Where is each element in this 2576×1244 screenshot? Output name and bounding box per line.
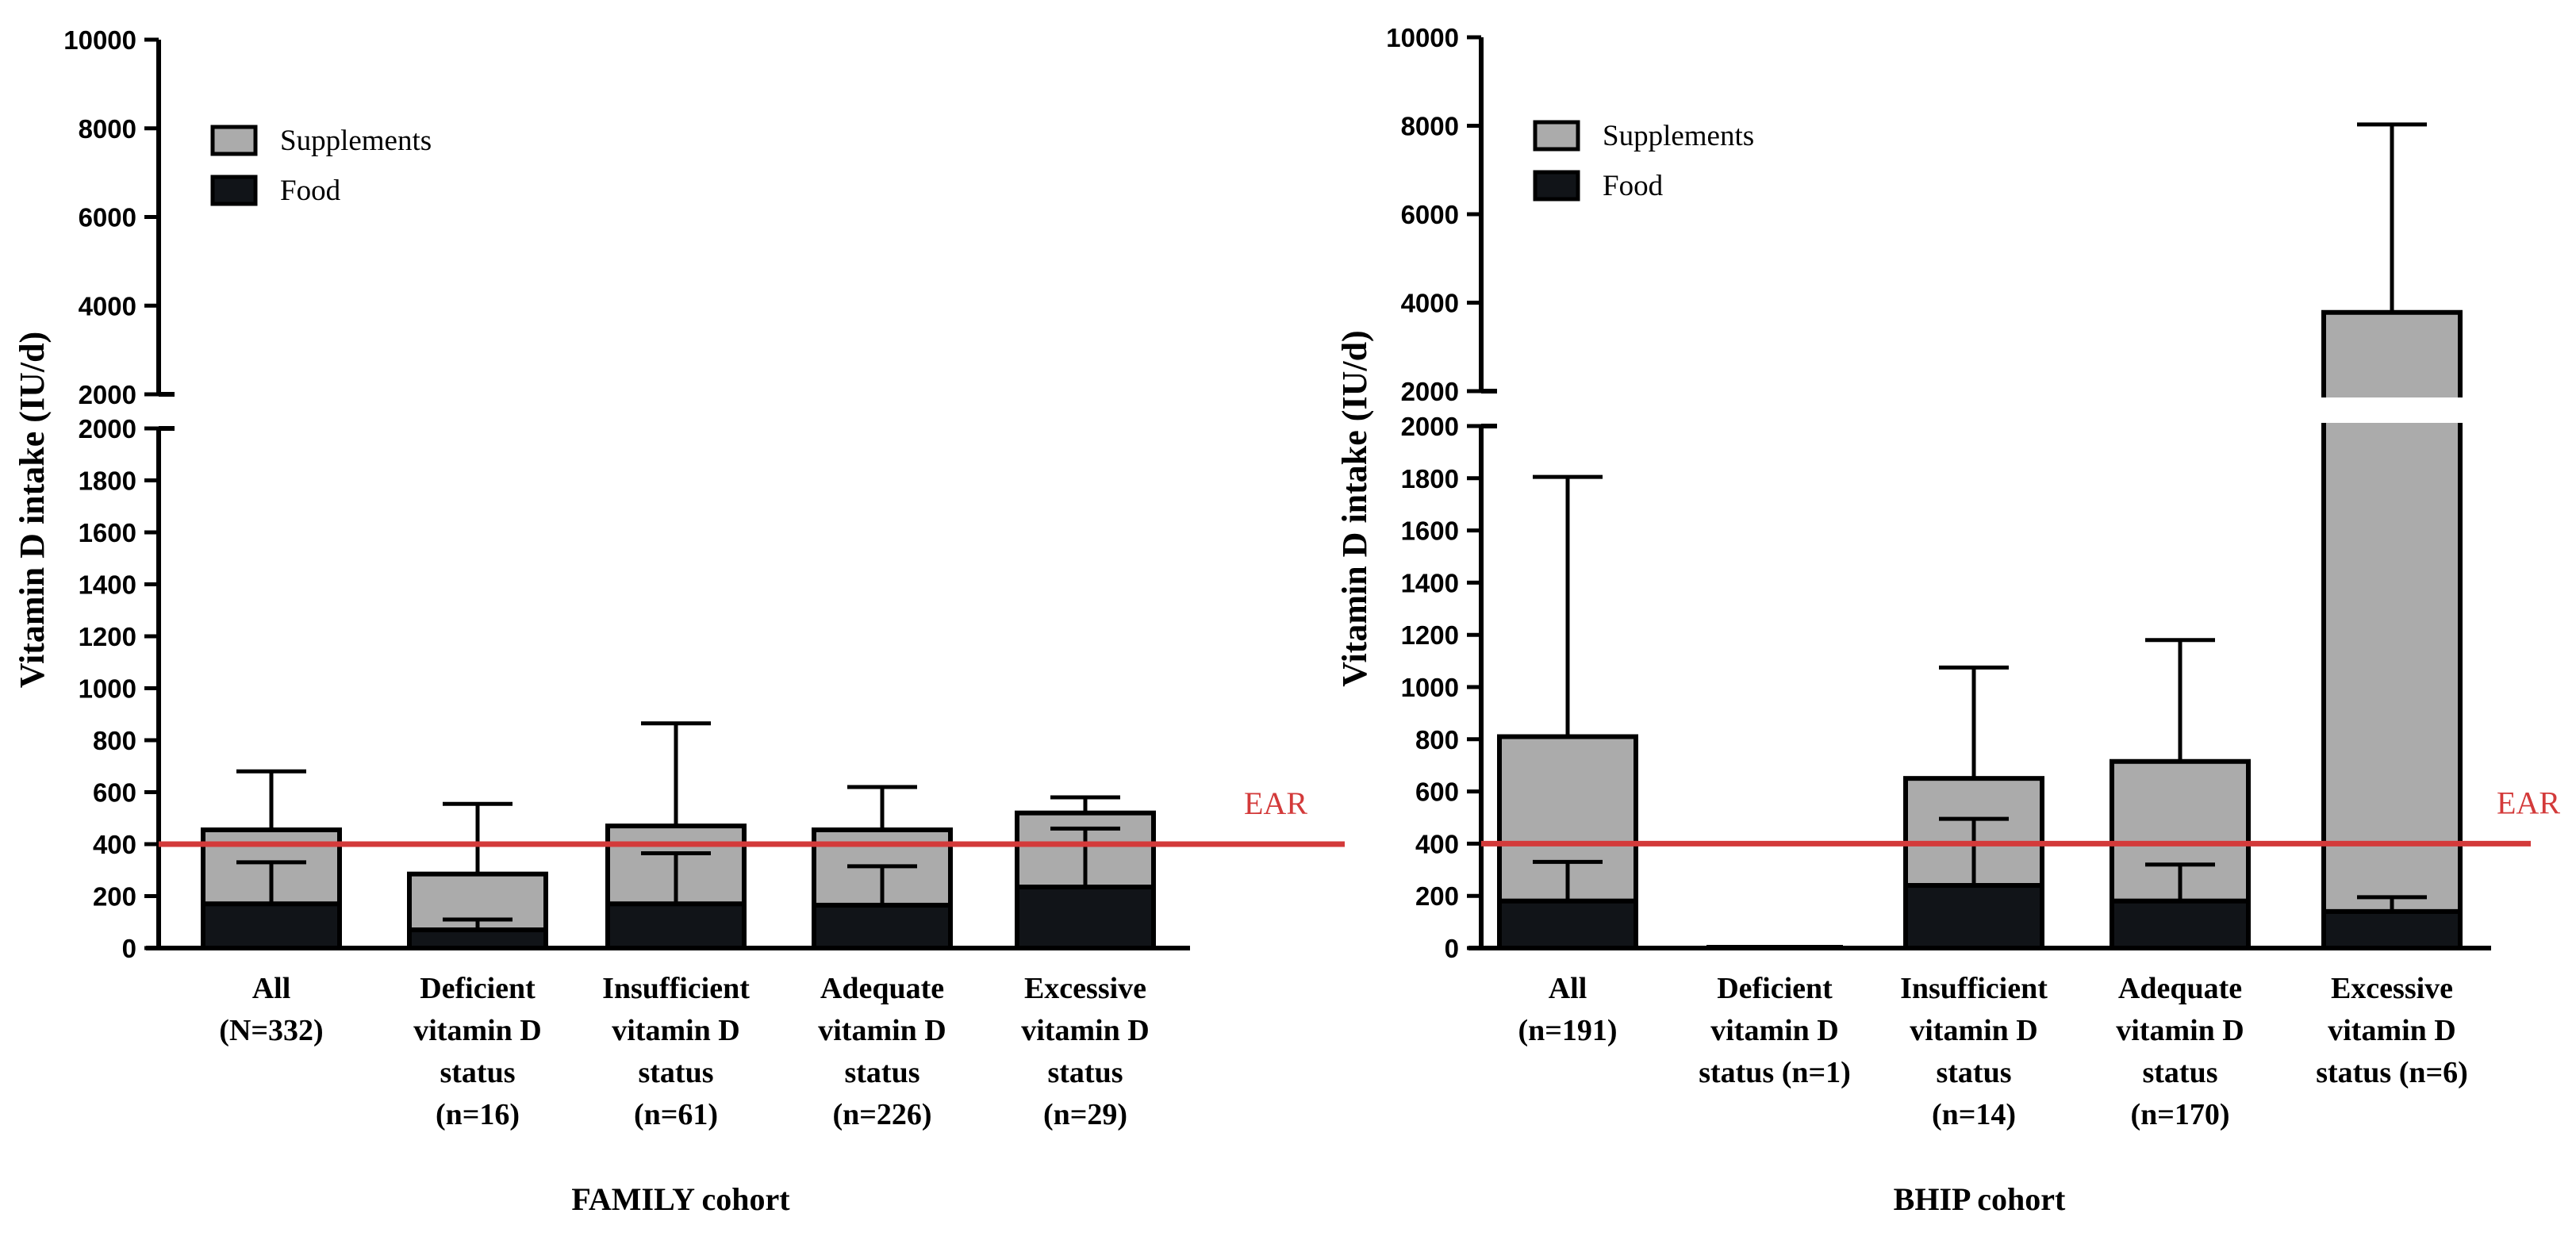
supplements-legend-label: Supplements — [1603, 120, 1754, 152]
x-tick-label: vitamin D — [1910, 1014, 2038, 1047]
ear-label: EAR — [2497, 785, 2560, 820]
x-tick-label: Deficient — [420, 972, 536, 1005]
y-tick-label: 200 — [1415, 881, 1459, 911]
y-tick-label: 1000 — [79, 674, 136, 704]
y-tick-label: 0 — [1445, 934, 1459, 963]
x-tick-label: Insufficient — [602, 972, 750, 1005]
x-tick-label: (N=332) — [219, 1014, 323, 1047]
x-tick-label: (n=191) — [1518, 1014, 1617, 1047]
food-legend-swatch — [210, 175, 258, 206]
x-tick-label: (n=16) — [436, 1098, 520, 1131]
y-tick-label: 1800 — [1401, 464, 1459, 493]
y-tick-label: 1400 — [1401, 568, 1459, 597]
legend: Supplements Food — [210, 125, 432, 207]
food-legend-label: Food — [1603, 170, 1664, 202]
legend: Supplements Food — [1533, 120, 1754, 202]
x-tick-label: status — [2142, 1056, 2217, 1089]
y-tick-label: 4000 — [79, 291, 136, 321]
x-tick-label: (n=14) — [1932, 1098, 2016, 1131]
y-tick-label: 1200 — [1401, 620, 1459, 650]
x-tick-label: vitamin D — [413, 1014, 542, 1047]
x-tick-label: (n=226) — [832, 1098, 931, 1131]
supplements-legend-label: Supplements — [280, 125, 432, 157]
y-tick-label: 1800 — [79, 466, 136, 496]
ear-label: EAR — [1244, 785, 1307, 821]
x-tick-label: All — [252, 972, 291, 1005]
food-bar — [2110, 898, 2251, 951]
x-tick-label: Insufficient — [1900, 972, 2048, 1005]
y-tick-label: 10000 — [63, 25, 136, 55]
y-tick-label: 200 — [93, 882, 136, 912]
y-tick-label: 2000 — [1401, 412, 1459, 441]
y-tick-label: 6000 — [79, 203, 136, 232]
food-legend-swatch — [1533, 170, 1580, 202]
y-tick-label: 1000 — [1401, 673, 1459, 702]
y-tick-label: 6000 — [1401, 200, 1459, 229]
food-bar — [1903, 883, 2044, 951]
food-bar — [812, 902, 953, 951]
y-tick-label: 600 — [93, 778, 136, 808]
food-bar — [201, 901, 342, 950]
y-axis-label: Vitamin D intake (IU/d) — [1335, 330, 1374, 686]
x-tick-label: (n=61) — [634, 1098, 718, 1131]
food-bar — [1497, 898, 1638, 951]
y-tick-label: 1600 — [1401, 516, 1459, 546]
x-tick-label: status — [1936, 1056, 2011, 1089]
y-tick-label: 4000 — [1401, 289, 1459, 318]
x-tick-label: vitamin D — [1710, 1014, 1839, 1047]
x-tick-label: vitamin D — [612, 1014, 740, 1047]
food-bar — [407, 927, 548, 950]
x-tick-label: Adequate — [820, 972, 944, 1005]
y-tick-label: 10000 — [1386, 23, 1459, 52]
y-tick-label: 2000 — [1401, 377, 1459, 406]
y-tick-label: 800 — [1415, 725, 1459, 754]
supplements-legend-swatch — [1533, 120, 1580, 152]
cohort-title: BHIP cohort — [1894, 1181, 2066, 1217]
x-tick-label: Adequate — [2118, 972, 2242, 1005]
y-tick-label: 400 — [93, 830, 136, 859]
food-legend-label: Food — [280, 175, 341, 207]
x-tick-label: Deficient — [1717, 972, 1833, 1005]
axis-break-gap — [2321, 397, 2463, 423]
x-tick-label: Excessive — [2331, 972, 2453, 1005]
y-tick-label: 2000 — [79, 414, 136, 443]
y-tick-label: 8000 — [79, 114, 136, 144]
x-tick-label: status — [1047, 1056, 1123, 1089]
food-bar — [605, 901, 747, 950]
y-axis-label: Vitamin D intake (IU/d) — [13, 332, 52, 688]
y-tick-label: 1600 — [79, 518, 136, 547]
y-tick-label: 2000 — [79, 380, 136, 409]
x-tick-label: (n=170) — [2130, 1098, 2229, 1131]
supplements-legend-swatch — [210, 125, 258, 156]
chart-panel-0: 0 200 400 600 800 1000 1200 1400 1600 1800 2000 200… — [13, 25, 1345, 1217]
x-tick-label: status (n=1) — [1699, 1056, 1851, 1089]
y-tick-label: 800 — [93, 726, 136, 755]
x-tick-label: All — [1549, 972, 1587, 1005]
x-tick-label: status (n=6) — [2316, 1056, 2468, 1089]
x-tick-label: vitamin D — [818, 1014, 946, 1047]
y-tick-label: 0 — [122, 934, 136, 963]
x-tick-label: status — [440, 1056, 515, 1089]
y-tick-label: 400 — [1415, 829, 1459, 858]
y-tick-label: 8000 — [1401, 112, 1459, 141]
y-tick-label: 1400 — [79, 570, 136, 600]
chart-panel-1: 0 200 400 600 800 1000 1200 1400 1600 1800 2000 200… — [1335, 23, 2560, 1217]
y-tick-label: 600 — [1415, 778, 1459, 807]
x-tick-label: status — [638, 1056, 713, 1089]
x-tick-label: vitamin D — [2116, 1014, 2244, 1047]
x-tick-label: status — [844, 1056, 919, 1089]
food-bar — [2321, 908, 2463, 950]
food-bar — [1015, 885, 1156, 950]
cohort-title: FAMILY cohort — [571, 1181, 790, 1217]
y-tick-label: 1200 — [79, 622, 136, 651]
x-tick-label: vitamin D — [2328, 1014, 2456, 1047]
x-tick-label: Excessive — [1024, 972, 1146, 1005]
x-tick-label: vitamin D — [1021, 1014, 1150, 1047]
x-tick-label: (n=29) — [1043, 1098, 1127, 1131]
